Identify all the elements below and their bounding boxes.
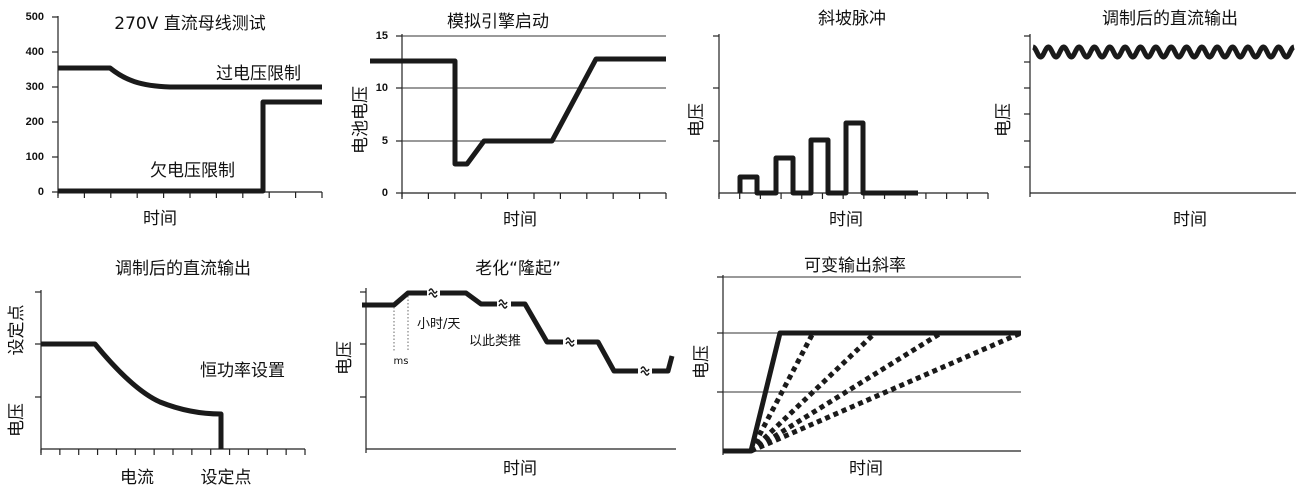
chart6-annotation-ms: ms — [394, 356, 409, 367]
chart2-x-ticks — [401, 193, 667, 199]
chart2-xlabel: 时间 — [503, 210, 537, 230]
chart5-xlabel-setpoint: 设定点 — [201, 468, 252, 488]
chart5-annotation: 恒功率设置 — [200, 361, 285, 381]
chart5-power-curve — [41, 341, 224, 449]
chart7-xlabel: 时间 — [849, 459, 883, 479]
chart1-ytick-label: 0 — [38, 186, 44, 198]
chart1-annotation-undervoltage: 欠电压限制 — [150, 161, 235, 181]
chart2-title: 模拟引擎启动 — [447, 12, 549, 32]
chart3-y-ticks — [713, 35, 719, 142]
chart6-bump-line — [652, 355, 675, 374]
chart1-xlabel: 时间 — [143, 209, 177, 229]
chart6-y-ticks — [360, 291, 366, 398]
chart6-break-marks — [428, 288, 650, 376]
chart1-overvoltage-line — [58, 65, 322, 90]
chart1-ytick-label: 300 — [26, 81, 44, 93]
chart-270v-bus: 270V 直流母线测试 500 400 300 200 100 0 过电压限制 … — [26, 11, 323, 229]
chart-burn-in: 老化“隆起” ms 小时/天 以此类推 电压 时间 — [335, 259, 676, 479]
chart5-title: 调制后的直流输出 — [115, 259, 251, 279]
chart7-fastest-slope-line — [723, 330, 1021, 454]
chart-engine-start: 模拟引擎启动 15 10 5 0 电池电压 时间 — [351, 12, 667, 230]
chart1-ytick-label: 100 — [26, 151, 44, 163]
chart6-bump-line — [577, 339, 638, 374]
chart1-ytick-label: 200 — [26, 116, 44, 128]
chart3-title: 斜坡脉冲 — [818, 9, 886, 29]
chart2-ytick-label: 15 — [376, 30, 388, 42]
chart-modulated-dc: 调制后的直流输出 电压 时间 — [994, 9, 1297, 230]
chart6-title: 老化“隆起” — [475, 259, 561, 279]
chart-variable-slope: 可变输出斜率 电压 时间 — [692, 256, 1023, 479]
chart5-y-ticks — [35, 291, 41, 398]
chart1-ytick-label: 400 — [26, 46, 44, 58]
chart1-annotation-overvoltage: 过电压限制 — [216, 64, 301, 84]
chart4-y-ticks — [1024, 35, 1030, 168]
chart6-bump-line — [511, 301, 563, 345]
chart5-ylabel-setpoint: 设定点 — [7, 305, 27, 356]
chart7-ylabel: 电压 — [692, 345, 712, 379]
chart1-y-ticks — [52, 16, 58, 193]
chart6-bump-line — [362, 290, 427, 308]
chart1-title: 270V 直流母线测试 — [114, 14, 265, 34]
chart7-slope-dashed-line — [749, 330, 1023, 454]
chart4-xlabel: 时间 — [1173, 210, 1207, 230]
chart2-ylabel: 电池电压 — [351, 86, 371, 154]
chart1-ytick-label: 500 — [26, 11, 44, 23]
chart5-x-ticks — [40, 449, 306, 455]
chart6-annotation-etc: 以此类推 — [469, 334, 521, 349]
chart6-xlabel: 时间 — [503, 459, 537, 479]
chart6-bump-line — [440, 290, 497, 307]
chart4-title: 调制后的直流输出 — [1102, 9, 1238, 29]
chart7-slope-dashed-line — [749, 330, 943, 454]
chart1-undervoltage-line — [58, 99, 322, 194]
chart3-pulse-line — [737, 120, 918, 196]
chart6-ylabel: 电压 — [335, 341, 355, 375]
chart2-ytick-label: 10 — [376, 82, 388, 94]
chart2-ytick-label: 5 — [382, 135, 388, 147]
chart3-xlabel: 时间 — [829, 210, 863, 230]
chart-ramp-pulse: 斜坡脉冲 电压 时间 — [687, 9, 989, 230]
chart6-annotation-hours: 小时/天 — [417, 317, 460, 332]
chart5-ylabel: 电压 — [7, 403, 27, 437]
chart4-sine-line — [1030, 44, 1297, 60]
chart4-ylabel: 电压 — [994, 103, 1014, 137]
chart7-slope-dashed-line — [748, 331, 816, 453]
chart2-ytick-label: 0 — [382, 187, 388, 199]
chart7-slope-dashed-line — [749, 331, 877, 453]
chart-constant-power: 调制后的直流输出 恒功率设置 电压 设定点 电流 设定点 — [7, 259, 306, 488]
chart7-title: 可变输出斜率 — [804, 256, 906, 276]
chart3-ylabel: 电压 — [687, 103, 707, 137]
chart5-xlabel: 电流 — [120, 468, 154, 488]
chart2-voltage-line — [370, 56, 666, 167]
